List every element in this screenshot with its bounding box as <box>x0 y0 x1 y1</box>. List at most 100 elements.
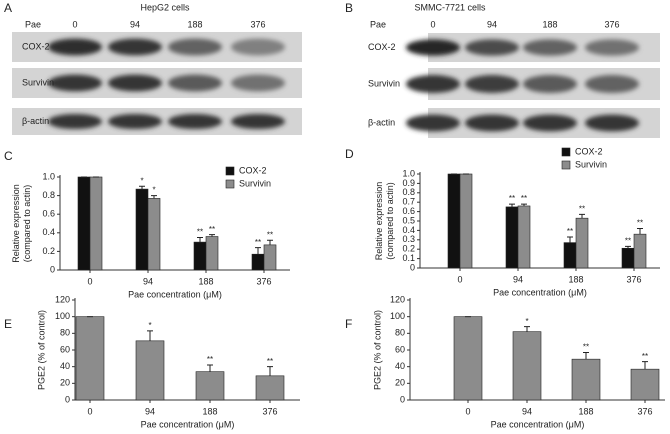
y-tick-label: 100 <box>390 311 405 321</box>
blot-band <box>231 74 285 92</box>
y-axis-label: (compared to actin) <box>22 185 32 263</box>
bar <box>135 188 149 271</box>
dose-label: Pae <box>25 19 41 29</box>
x-tick-label: 376 <box>262 406 277 416</box>
significance: ** <box>197 228 203 237</box>
blot-band <box>168 74 222 92</box>
y-tick-label: 0.4 <box>42 227 55 237</box>
lane-label: 188 <box>542 19 557 29</box>
y-tick-label: 1.0 <box>402 168 415 178</box>
blot-row-label: Survivin <box>368 78 400 88</box>
x-tick-label: 94 <box>513 274 523 284</box>
blot-band <box>108 38 162 56</box>
significance: ** <box>267 357 273 366</box>
significance: ** <box>255 238 261 247</box>
x-tick-label: 188 <box>568 274 583 284</box>
significance: ** <box>579 205 585 214</box>
x-tick-label: 376 <box>626 274 641 284</box>
error-bar <box>197 236 203 243</box>
y-tick-label: 0.2 <box>42 246 55 256</box>
bar <box>630 368 660 401</box>
bar <box>89 176 103 271</box>
x-axis-label: Pae concentration (μM) <box>491 419 585 429</box>
y-tick-label: 0 <box>400 394 405 404</box>
bar <box>575 217 589 269</box>
x-tick-label: 94 <box>143 276 153 286</box>
x-tick-label: 0 <box>457 274 462 284</box>
bar <box>512 331 542 401</box>
bar <box>195 371 225 401</box>
legend-swatch <box>561 160 571 170</box>
panel-letter: C <box>4 149 13 163</box>
lane-label: 94 <box>130 19 140 29</box>
significance: ** <box>509 194 515 203</box>
blot-band <box>231 113 285 130</box>
blot-band <box>48 74 102 92</box>
blot-band <box>48 38 102 56</box>
bar <box>75 316 105 401</box>
significance: * <box>140 176 143 185</box>
y-tick-label: 0.2 <box>402 244 415 254</box>
significance: ** <box>625 236 631 245</box>
x-tick-label: 376 <box>256 276 271 286</box>
y-axis-label: Relative expression <box>11 184 21 263</box>
lane-label: 94 <box>487 19 497 29</box>
y-tick-label: 80 <box>395 328 405 338</box>
panel-letter: F <box>345 317 352 331</box>
significance: * <box>148 321 151 330</box>
y-tick-label: 0.6 <box>402 206 415 216</box>
y-tick-label: 100 <box>55 311 70 321</box>
bar <box>193 241 207 271</box>
legend-swatch <box>225 179 235 189</box>
error-bar <box>637 228 643 235</box>
x-tick-label: 188 <box>578 406 593 416</box>
panel-letter: B <box>345 1 353 15</box>
y-tick-label: 0.8 <box>42 190 55 200</box>
blot-band <box>465 75 519 93</box>
lane-label: 376 <box>250 19 265 29</box>
bar <box>147 198 161 271</box>
blot-band <box>585 75 639 93</box>
significance: * <box>525 317 528 326</box>
bar <box>505 206 519 269</box>
y-tick-label: 40 <box>395 361 405 371</box>
panel-letter: A <box>4 1 12 15</box>
y-tick-label: 0 <box>50 264 55 274</box>
error-bar <box>567 236 573 243</box>
significance: ** <box>521 194 527 203</box>
bar <box>633 233 647 269</box>
error-bar <box>255 247 261 255</box>
y-axis-label: PGE2 (% of control) <box>372 310 382 390</box>
x-tick-label: 0 <box>87 406 92 416</box>
bar <box>135 340 165 401</box>
bar <box>517 205 531 269</box>
dose-label: Pae <box>370 19 386 29</box>
error-bar <box>521 203 527 206</box>
error-bar <box>579 213 585 219</box>
lane-label: 0 <box>430 19 435 29</box>
y-axis-label: PGE2 (% of control) <box>36 310 46 390</box>
blot-title: SMMC-7721 cells <box>414 2 486 12</box>
blot-row-label: β-actin <box>368 117 395 127</box>
significance: ** <box>642 352 648 361</box>
x-tick-label: 0 <box>87 276 92 286</box>
significance: ** <box>637 219 643 228</box>
x-axis-label: Pae concentration (μM) <box>141 419 235 429</box>
y-tick-label: 0.8 <box>402 187 415 197</box>
blot-row-label: Survivin <box>22 77 54 87</box>
bar <box>77 176 91 271</box>
panel-letter: D <box>345 147 354 161</box>
legend-swatch <box>225 166 235 176</box>
error-bar <box>151 195 157 199</box>
bar <box>453 316 483 401</box>
lane-label: 0 <box>72 19 77 29</box>
significance: ** <box>209 225 215 234</box>
x-tick-label: 376 <box>637 406 652 416</box>
y-axis-label: (compared to actin) <box>385 182 395 260</box>
blot-band <box>406 114 460 132</box>
blot-title: HepG2 cells <box>140 2 190 12</box>
error-bar <box>625 245 631 249</box>
blot-band <box>523 114 577 132</box>
x-tick-label: 94 <box>522 406 532 416</box>
